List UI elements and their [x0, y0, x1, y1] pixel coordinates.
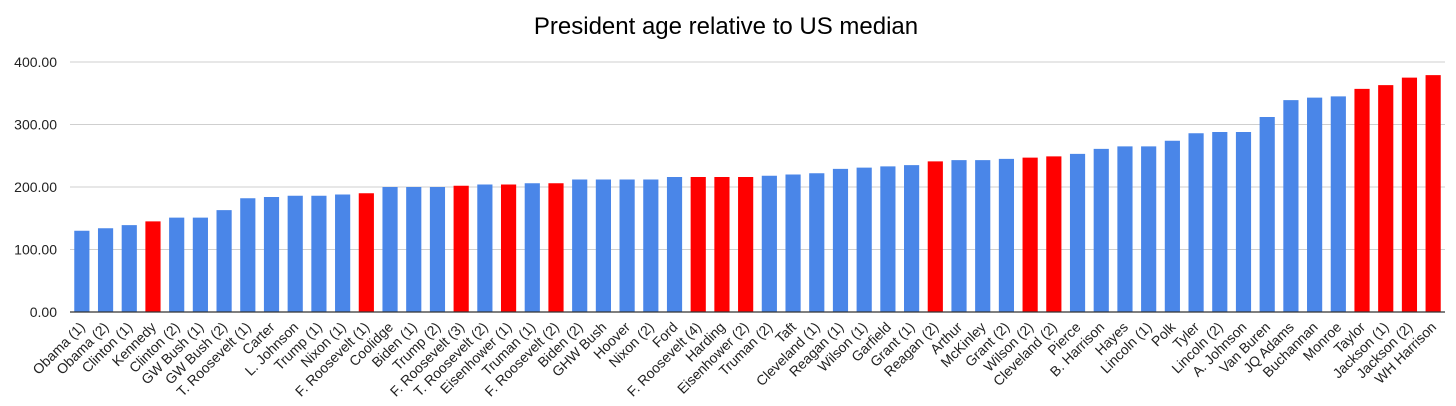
bar: [998, 158, 1015, 312]
y-tick-label: 400.00: [14, 54, 57, 70]
bar: [761, 175, 777, 312]
bar: [1401, 77, 1418, 312]
bar: [216, 210, 232, 312]
bar: [121, 225, 137, 312]
bar: [358, 193, 374, 312]
bar: [975, 160, 991, 312]
bar: [453, 185, 469, 312]
y-tick-label: 100.00: [14, 242, 57, 258]
bar: [1378, 85, 1394, 312]
bar: [1425, 75, 1441, 312]
bar: [169, 217, 185, 312]
bar: [951, 160, 967, 312]
y-tick-label: 300.00: [14, 117, 57, 133]
bar: [690, 177, 706, 312]
bar: [666, 177, 683, 312]
chart-title: President age relative to US median: [534, 13, 918, 40]
bar: [382, 187, 398, 312]
bar: [880, 166, 896, 312]
bar: [524, 183, 540, 312]
bar: [1164, 140, 1180, 312]
bar: [477, 184, 493, 312]
bar: [1354, 88, 1370, 312]
y-axis-tick-labels: 0.00 100.00 200.00 300.00 400.00: [14, 54, 57, 320]
bar: [738, 177, 754, 312]
bar: [1188, 133, 1204, 312]
bar: [1046, 156, 1062, 312]
bar: [1069, 153, 1086, 312]
bar: [192, 217, 208, 312]
bar: [1235, 132, 1252, 312]
bar: [904, 165, 920, 312]
bar: [619, 179, 635, 312]
bar: [1117, 146, 1133, 312]
bar: [1141, 146, 1157, 312]
bar: [311, 195, 327, 312]
bar: [856, 167, 872, 312]
bar: [572, 179, 588, 312]
bar: [927, 161, 943, 312]
bar: [406, 187, 422, 312]
bar: [429, 187, 446, 312]
bar: [785, 174, 801, 312]
bar: [1212, 132, 1228, 312]
bar: [1330, 96, 1346, 312]
bar: [809, 173, 825, 312]
bar: [74, 230, 90, 312]
bar: [287, 195, 303, 312]
bar: [500, 184, 517, 312]
y-tick-label: 0.00: [30, 304, 57, 320]
bar: [595, 179, 611, 312]
bar: [714, 177, 730, 312]
bar: [1259, 117, 1275, 312]
bar: [548, 183, 564, 312]
bar: [97, 228, 114, 312]
bar: [145, 221, 161, 312]
bar: [263, 197, 280, 312]
bar: [1022, 157, 1038, 312]
bar: [1093, 148, 1109, 312]
bar: [832, 168, 849, 312]
x-axis-category-labels: Obama (1)Obama (2)Clinton (1)KennedyClin…: [29, 318, 1439, 399]
bar: [1307, 97, 1323, 312]
bars: [74, 75, 1441, 312]
bar: [643, 179, 659, 312]
bar: [240, 198, 256, 312]
bar: [335, 194, 351, 312]
bar: [1283, 100, 1299, 312]
y-tick-label: 200.00: [14, 179, 57, 195]
